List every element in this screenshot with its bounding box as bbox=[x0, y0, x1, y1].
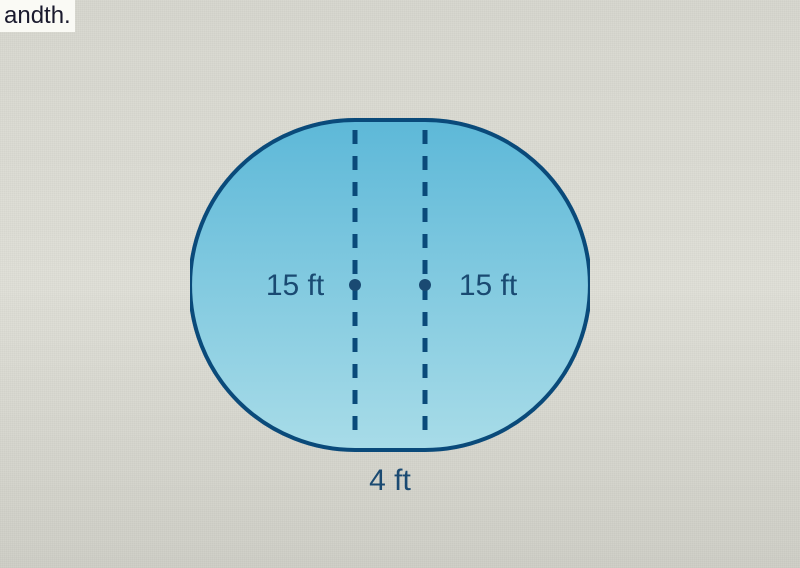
stadium-shape-svg: 15 ft 15 ft 4 ft bbox=[190, 90, 590, 510]
right-radius-label: 15 ft bbox=[459, 269, 518, 302]
geometry-figure: 15 ft 15 ft 4 ft bbox=[190, 90, 590, 510]
left-center-dot bbox=[349, 279, 361, 291]
stadium-outline bbox=[190, 120, 590, 450]
left-radius-label: 15 ft bbox=[266, 269, 325, 302]
page-text-fragment: andth. bbox=[0, 0, 75, 32]
right-center-dot bbox=[419, 279, 431, 291]
bottom-width-label: 4 ft bbox=[369, 464, 411, 497]
